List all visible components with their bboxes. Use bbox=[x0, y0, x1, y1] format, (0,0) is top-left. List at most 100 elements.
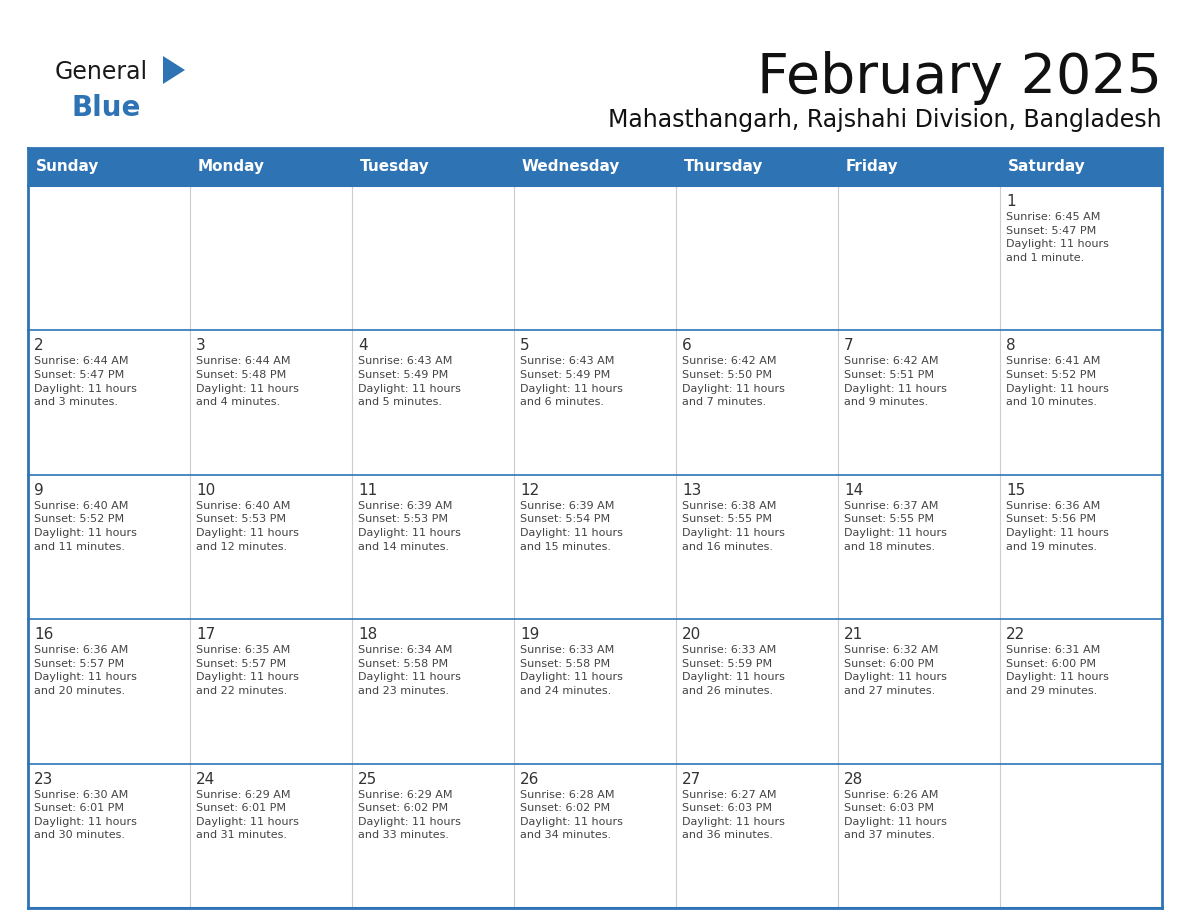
Text: 10: 10 bbox=[196, 483, 215, 498]
Text: 17: 17 bbox=[196, 627, 215, 643]
Bar bbox=[676, 475, 838, 620]
Text: Sunrise: 6:34 AM
Sunset: 5:58 PM
Daylight: 11 hours
and 23 minutes.: Sunrise: 6:34 AM Sunset: 5:58 PM Dayligh… bbox=[358, 645, 461, 696]
Bar bbox=[676, 764, 838, 908]
Text: Wednesday: Wednesday bbox=[522, 160, 620, 174]
Bar bbox=[190, 330, 352, 475]
Text: 14: 14 bbox=[843, 483, 864, 498]
Text: 18: 18 bbox=[358, 627, 378, 643]
Text: Sunrise: 6:39 AM
Sunset: 5:54 PM
Daylight: 11 hours
and 15 minutes.: Sunrise: 6:39 AM Sunset: 5:54 PM Dayligh… bbox=[520, 501, 623, 552]
Text: Sunrise: 6:33 AM
Sunset: 5:58 PM
Daylight: 11 hours
and 24 minutes.: Sunrise: 6:33 AM Sunset: 5:58 PM Dayligh… bbox=[520, 645, 623, 696]
Polygon shape bbox=[163, 56, 185, 84]
Text: General: General bbox=[55, 60, 148, 84]
Text: Thursday: Thursday bbox=[684, 160, 764, 174]
Text: Sunrise: 6:43 AM
Sunset: 5:49 PM
Daylight: 11 hours
and 6 minutes.: Sunrise: 6:43 AM Sunset: 5:49 PM Dayligh… bbox=[520, 356, 623, 408]
Bar bbox=[676, 186, 838, 330]
Bar bbox=[838, 330, 1000, 475]
Bar bbox=[190, 764, 352, 908]
Bar bbox=[352, 330, 514, 475]
Bar bbox=[1000, 330, 1162, 475]
Bar bbox=[29, 764, 190, 908]
Text: 11: 11 bbox=[358, 483, 378, 498]
Text: 15: 15 bbox=[1006, 483, 1025, 498]
Bar bbox=[514, 475, 676, 620]
Text: 6: 6 bbox=[682, 339, 691, 353]
Bar bbox=[190, 186, 352, 330]
Text: Monday: Monday bbox=[198, 160, 265, 174]
Bar bbox=[838, 620, 1000, 764]
Text: Sunrise: 6:35 AM
Sunset: 5:57 PM
Daylight: 11 hours
and 22 minutes.: Sunrise: 6:35 AM Sunset: 5:57 PM Dayligh… bbox=[196, 645, 299, 696]
Text: Sunrise: 6:42 AM
Sunset: 5:51 PM
Daylight: 11 hours
and 9 minutes.: Sunrise: 6:42 AM Sunset: 5:51 PM Dayligh… bbox=[843, 356, 947, 408]
Text: Sunrise: 6:39 AM
Sunset: 5:53 PM
Daylight: 11 hours
and 14 minutes.: Sunrise: 6:39 AM Sunset: 5:53 PM Dayligh… bbox=[358, 501, 461, 552]
Text: Sunrise: 6:44 AM
Sunset: 5:47 PM
Daylight: 11 hours
and 3 minutes.: Sunrise: 6:44 AM Sunset: 5:47 PM Dayligh… bbox=[34, 356, 137, 408]
Text: Sunrise: 6:40 AM
Sunset: 5:53 PM
Daylight: 11 hours
and 12 minutes.: Sunrise: 6:40 AM Sunset: 5:53 PM Dayligh… bbox=[196, 501, 299, 552]
Text: 25: 25 bbox=[358, 772, 378, 787]
Text: 5: 5 bbox=[520, 339, 530, 353]
Bar bbox=[29, 330, 190, 475]
Bar bbox=[676, 620, 838, 764]
Text: Sunrise: 6:27 AM
Sunset: 6:03 PM
Daylight: 11 hours
and 36 minutes.: Sunrise: 6:27 AM Sunset: 6:03 PM Dayligh… bbox=[682, 789, 785, 840]
Text: Sunrise: 6:28 AM
Sunset: 6:02 PM
Daylight: 11 hours
and 34 minutes.: Sunrise: 6:28 AM Sunset: 6:02 PM Dayligh… bbox=[520, 789, 623, 840]
Text: 8: 8 bbox=[1006, 339, 1016, 353]
Bar bbox=[514, 186, 676, 330]
Bar bbox=[514, 764, 676, 908]
Text: Sunrise: 6:37 AM
Sunset: 5:55 PM
Daylight: 11 hours
and 18 minutes.: Sunrise: 6:37 AM Sunset: 5:55 PM Dayligh… bbox=[843, 501, 947, 552]
Text: Mahasthangarh, Rajshahi Division, Bangladesh: Mahasthangarh, Rajshahi Division, Bangla… bbox=[608, 108, 1162, 132]
Bar bbox=[29, 148, 1162, 186]
Bar bbox=[190, 620, 352, 764]
Text: Sunrise: 6:36 AM
Sunset: 5:57 PM
Daylight: 11 hours
and 20 minutes.: Sunrise: 6:36 AM Sunset: 5:57 PM Dayligh… bbox=[34, 645, 137, 696]
Bar bbox=[1000, 764, 1162, 908]
Text: Saturday: Saturday bbox=[1007, 160, 1086, 174]
Bar bbox=[29, 620, 190, 764]
Text: 3: 3 bbox=[196, 339, 206, 353]
Bar bbox=[838, 186, 1000, 330]
Bar bbox=[352, 475, 514, 620]
Text: February 2025: February 2025 bbox=[757, 51, 1162, 105]
Text: 24: 24 bbox=[196, 772, 215, 787]
Bar bbox=[514, 620, 676, 764]
Bar bbox=[838, 764, 1000, 908]
Text: 12: 12 bbox=[520, 483, 539, 498]
Bar bbox=[29, 186, 190, 330]
Text: Sunrise: 6:29 AM
Sunset: 6:02 PM
Daylight: 11 hours
and 33 minutes.: Sunrise: 6:29 AM Sunset: 6:02 PM Dayligh… bbox=[358, 789, 461, 840]
Text: Sunrise: 6:31 AM
Sunset: 6:00 PM
Daylight: 11 hours
and 29 minutes.: Sunrise: 6:31 AM Sunset: 6:00 PM Dayligh… bbox=[1006, 645, 1108, 696]
Bar bbox=[514, 330, 676, 475]
Text: 13: 13 bbox=[682, 483, 701, 498]
Text: 1: 1 bbox=[1006, 194, 1016, 209]
Text: Sunrise: 6:41 AM
Sunset: 5:52 PM
Daylight: 11 hours
and 10 minutes.: Sunrise: 6:41 AM Sunset: 5:52 PM Dayligh… bbox=[1006, 356, 1108, 408]
Text: 7: 7 bbox=[843, 339, 854, 353]
Text: Sunrise: 6:38 AM
Sunset: 5:55 PM
Daylight: 11 hours
and 16 minutes.: Sunrise: 6:38 AM Sunset: 5:55 PM Dayligh… bbox=[682, 501, 785, 552]
Text: Sunrise: 6:44 AM
Sunset: 5:48 PM
Daylight: 11 hours
and 4 minutes.: Sunrise: 6:44 AM Sunset: 5:48 PM Dayligh… bbox=[196, 356, 299, 408]
Text: Sunrise: 6:30 AM
Sunset: 6:01 PM
Daylight: 11 hours
and 30 minutes.: Sunrise: 6:30 AM Sunset: 6:01 PM Dayligh… bbox=[34, 789, 137, 840]
Text: Sunrise: 6:32 AM
Sunset: 6:00 PM
Daylight: 11 hours
and 27 minutes.: Sunrise: 6:32 AM Sunset: 6:00 PM Dayligh… bbox=[843, 645, 947, 696]
Text: 20: 20 bbox=[682, 627, 701, 643]
Text: Sunrise: 6:42 AM
Sunset: 5:50 PM
Daylight: 11 hours
and 7 minutes.: Sunrise: 6:42 AM Sunset: 5:50 PM Dayligh… bbox=[682, 356, 785, 408]
Bar bbox=[838, 475, 1000, 620]
Text: 26: 26 bbox=[520, 772, 539, 787]
Text: 9: 9 bbox=[34, 483, 44, 498]
Text: Sunrise: 6:40 AM
Sunset: 5:52 PM
Daylight: 11 hours
and 11 minutes.: Sunrise: 6:40 AM Sunset: 5:52 PM Dayligh… bbox=[34, 501, 137, 552]
Bar bbox=[29, 475, 190, 620]
Bar bbox=[352, 186, 514, 330]
Text: 22: 22 bbox=[1006, 627, 1025, 643]
Text: Sunrise: 6:33 AM
Sunset: 5:59 PM
Daylight: 11 hours
and 26 minutes.: Sunrise: 6:33 AM Sunset: 5:59 PM Dayligh… bbox=[682, 645, 785, 696]
Text: Friday: Friday bbox=[846, 160, 898, 174]
Text: 27: 27 bbox=[682, 772, 701, 787]
Text: Sunrise: 6:43 AM
Sunset: 5:49 PM
Daylight: 11 hours
and 5 minutes.: Sunrise: 6:43 AM Sunset: 5:49 PM Dayligh… bbox=[358, 356, 461, 408]
Bar bbox=[1000, 186, 1162, 330]
Bar bbox=[1000, 620, 1162, 764]
Text: Sunrise: 6:26 AM
Sunset: 6:03 PM
Daylight: 11 hours
and 37 minutes.: Sunrise: 6:26 AM Sunset: 6:03 PM Dayligh… bbox=[843, 789, 947, 840]
Bar bbox=[676, 330, 838, 475]
Text: 4: 4 bbox=[358, 339, 367, 353]
Text: 23: 23 bbox=[34, 772, 53, 787]
Text: 28: 28 bbox=[843, 772, 864, 787]
Text: 16: 16 bbox=[34, 627, 53, 643]
Text: Tuesday: Tuesday bbox=[360, 160, 430, 174]
Text: Blue: Blue bbox=[72, 94, 141, 122]
Text: 21: 21 bbox=[843, 627, 864, 643]
Text: Sunrise: 6:36 AM
Sunset: 5:56 PM
Daylight: 11 hours
and 19 minutes.: Sunrise: 6:36 AM Sunset: 5:56 PM Dayligh… bbox=[1006, 501, 1108, 552]
Bar bbox=[352, 620, 514, 764]
Text: Sunday: Sunday bbox=[36, 160, 100, 174]
Text: Sunrise: 6:29 AM
Sunset: 6:01 PM
Daylight: 11 hours
and 31 minutes.: Sunrise: 6:29 AM Sunset: 6:01 PM Dayligh… bbox=[196, 789, 299, 840]
Bar bbox=[190, 475, 352, 620]
Text: Sunrise: 6:45 AM
Sunset: 5:47 PM
Daylight: 11 hours
and 1 minute.: Sunrise: 6:45 AM Sunset: 5:47 PM Dayligh… bbox=[1006, 212, 1108, 263]
